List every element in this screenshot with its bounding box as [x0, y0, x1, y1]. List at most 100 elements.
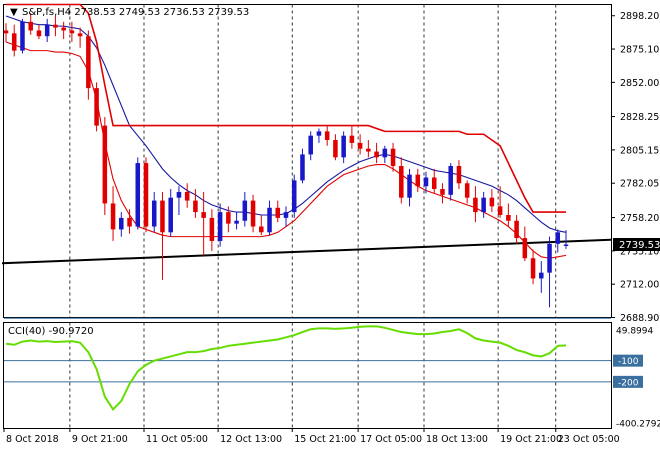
- candle-body: [448, 165, 453, 195]
- candle: [110, 186, 116, 241]
- candle: [3, 23, 9, 42]
- candle-body: [456, 165, 462, 184]
- candle: [530, 249, 536, 285]
- candle: [28, 13, 33, 35]
- candle: [390, 142, 396, 172]
- time-tick-label: 9 Oct 21:00: [72, 434, 128, 445]
- candle-body: [291, 180, 297, 213]
- candle: [366, 140, 371, 158]
- candle-body: [374, 151, 379, 158]
- candle-body: [209, 217, 215, 241]
- candle: [11, 24, 17, 57]
- candle: [259, 214, 264, 236]
- candle: [102, 116, 108, 215]
- candle: [160, 191, 165, 280]
- candle: [382, 145, 388, 164]
- envelope-upper-line: [6, 3, 566, 213]
- price-pane[interactable]: [3, 4, 612, 318]
- candle-body: [234, 220, 239, 224]
- candle: [324, 125, 330, 146]
- current-price-label: 2739.53: [619, 240, 660, 251]
- time-tick-label: 12 Oct 13:00: [220, 434, 282, 445]
- candle-body: [20, 21, 25, 51]
- candle: [20, 18, 25, 54]
- candle-body: [94, 88, 99, 126]
- candle: [539, 261, 544, 293]
- dropdown-arrow-icon[interactable]: ▼: [10, 7, 18, 18]
- candle: [209, 209, 215, 252]
- candle: [514, 214, 519, 244]
- cci-pane[interactable]: [3, 322, 612, 429]
- candle-body: [506, 214, 511, 221]
- candle-body: [349, 135, 355, 143]
- candle: [94, 82, 99, 132]
- candle-body: [283, 212, 289, 218]
- candle-body: [217, 212, 223, 241]
- time-axis: 8 Oct 2018 9 Oct 21:00 11 Oct 05:00 12 Oct …: [3, 428, 620, 445]
- candle: [176, 186, 182, 215]
- time-tick-label: 17 Oct 05:00: [360, 434, 422, 445]
- time-tick-label: 15 Oct 21:00: [294, 434, 356, 445]
- cci-level-tag: [613, 375, 643, 388]
- price-tick-label: 2828.25: [620, 112, 659, 123]
- candle: [291, 174, 297, 218]
- candle-body: [275, 207, 281, 218]
- candle: [143, 157, 149, 233]
- candle: [201, 191, 206, 256]
- candle: [473, 186, 478, 223]
- price-tick-label: 2875.10: [620, 45, 659, 56]
- candle: [341, 131, 346, 164]
- candle-body: [44, 24, 50, 37]
- candle: [86, 30, 91, 100]
- candle-body: [357, 142, 363, 149]
- candle: [184, 183, 190, 208]
- candle: [151, 191, 157, 233]
- candle: [440, 183, 445, 204]
- candle: [374, 142, 379, 164]
- price-tick-label: 2758.20: [620, 213, 659, 224]
- candle: [349, 125, 355, 149]
- candle-body: [324, 131, 330, 141]
- candle-body: [522, 238, 528, 259]
- candle: [275, 200, 281, 223]
- candle-body: [69, 30, 75, 34]
- candle-body: [473, 197, 478, 213]
- candle-body: [341, 135, 346, 158]
- candle-body: [86, 36, 91, 89]
- candle: [415, 168, 421, 192]
- cci-level-tag: [613, 354, 643, 367]
- candle-body: [193, 200, 198, 213]
- candle-body: [489, 197, 495, 207]
- candle: [61, 21, 66, 40]
- candle: [226, 206, 231, 233]
- candle: [497, 186, 503, 218]
- candle: [250, 194, 256, 233]
- candle-body: [110, 203, 116, 230]
- price-tick-label: 2898.20: [620, 11, 659, 22]
- candle: [119, 212, 124, 237]
- candle: [407, 168, 412, 207]
- candle-body: [300, 154, 305, 181]
- candle-body: [176, 191, 182, 198]
- candle-body: [399, 165, 404, 198]
- candle-body: [11, 33, 17, 51]
- candle: [217, 203, 223, 247]
- candle: [316, 128, 322, 143]
- candlesticks: [3, 13, 569, 308]
- price-tick-label: 2688.90: [620, 313, 659, 324]
- candle: [193, 189, 198, 218]
- candle-body: [407, 174, 412, 198]
- candle: [522, 226, 528, 262]
- candle-body: [464, 183, 470, 198]
- candle-body: [440, 189, 445, 195]
- candle: [357, 134, 363, 155]
- candle: [547, 236, 552, 308]
- candle-body: [366, 148, 371, 152]
- chart-header: S&P,fs,H4 2738.53 2749.53 2736.53 2739.5…: [22, 7, 249, 18]
- candle: [456, 160, 462, 190]
- candle-body: [333, 140, 338, 158]
- candle: [44, 18, 50, 42]
- candle: [448, 163, 453, 201]
- candle: [431, 168, 437, 194]
